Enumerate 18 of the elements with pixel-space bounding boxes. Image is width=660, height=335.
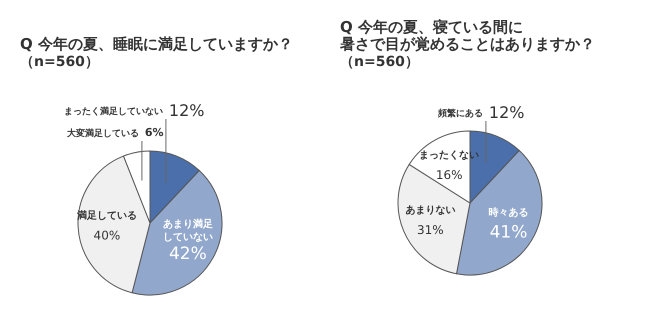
data-label: 6% xyxy=(144,126,164,139)
chart-subtitle: （n=560） xyxy=(20,54,99,70)
slice-label: あまりない xyxy=(405,205,456,216)
slice-label: 頻繁にある xyxy=(436,108,483,119)
data-label: 12% xyxy=(488,103,524,122)
slice-label: まったく満足していない xyxy=(64,106,163,117)
slice-label: 時々ある xyxy=(488,206,528,219)
chart-title: Q 今年の夏、寝ている間に暑さで目が覚めることはありますか？ xyxy=(339,18,595,53)
data-label: 42% xyxy=(168,244,207,264)
slice-label: あまり満足していない xyxy=(162,218,213,243)
data-label: 41% xyxy=(490,222,528,243)
data-label: 40% xyxy=(94,228,120,243)
data-label: 16% xyxy=(436,168,463,182)
data-label: 31% xyxy=(417,223,444,238)
chart-subtitle: （n=560） xyxy=(340,54,419,70)
data-label: 12% xyxy=(168,101,204,120)
chart-title: Q 今年の夏、睡眠に満足していますか？ xyxy=(20,35,293,53)
slice-label: 大変満足している xyxy=(66,128,139,139)
